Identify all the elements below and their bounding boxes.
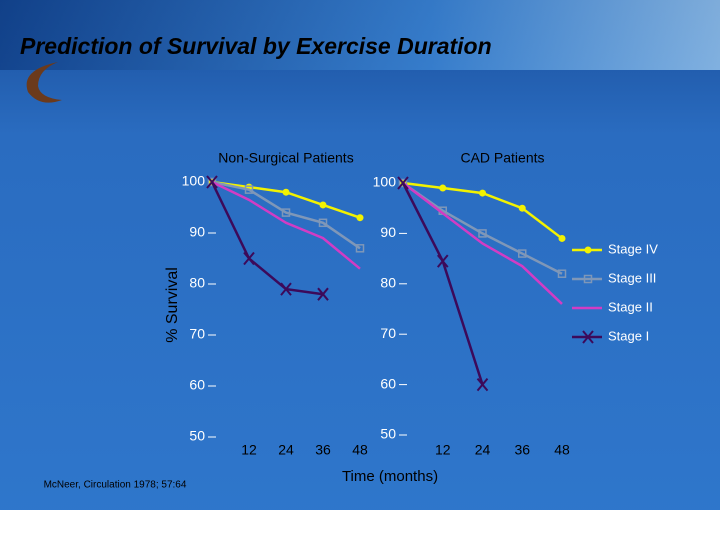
series-line bbox=[211, 180, 361, 270]
series-line bbox=[402, 182, 563, 305]
y-tick-label: 50 bbox=[189, 428, 205, 444]
marker bbox=[479, 189, 486, 197]
marker bbox=[206, 175, 218, 189]
marker bbox=[356, 214, 364, 222]
marker bbox=[317, 287, 329, 301]
y-tick-label: 90 bbox=[189, 224, 205, 240]
marker bbox=[583, 274, 593, 284]
source: McNeer, Circulation 1978; 57:64 bbox=[44, 480, 187, 491]
y-tick-label: 80 bbox=[189, 275, 205, 291]
marker bbox=[557, 269, 567, 278]
marker bbox=[281, 208, 291, 217]
marker bbox=[436, 254, 449, 268]
x-tick-label: 12 bbox=[435, 442, 451, 458]
legend-label: Stage III bbox=[608, 270, 656, 285]
marker bbox=[319, 201, 327, 209]
marker bbox=[282, 188, 290, 196]
marker bbox=[518, 249, 527, 258]
slide-title: Prediction of Survival by Exercise Durat… bbox=[20, 33, 492, 59]
chart-title: Non-Surgical Patients bbox=[218, 150, 353, 166]
series-line bbox=[402, 181, 563, 275]
y-tick-label: 100 bbox=[373, 174, 397, 190]
legend-label: Stage II bbox=[608, 299, 653, 314]
x-tick-label: 24 bbox=[278, 442, 294, 458]
x-tick-label: 12 bbox=[241, 442, 257, 458]
y-tick-label: 70 bbox=[189, 326, 205, 342]
marker bbox=[243, 251, 255, 266]
x-tick-label: 48 bbox=[554, 442, 570, 458]
y-tick-label: 100 bbox=[182, 173, 206, 189]
marker bbox=[558, 234, 566, 242]
y-tick-label: 60 bbox=[189, 377, 205, 393]
marker bbox=[207, 177, 217, 187]
marker bbox=[244, 185, 254, 194]
marker bbox=[280, 282, 292, 296]
legend-label: Stage I bbox=[608, 328, 649, 343]
legend-label: Stage IV bbox=[608, 241, 658, 256]
marker bbox=[518, 204, 526, 212]
marker bbox=[355, 244, 365, 253]
y-tick-label: 70 bbox=[380, 325, 396, 341]
footer-band bbox=[0, 510, 720, 540]
x-tick-label: 48 bbox=[352, 442, 368, 458]
marker bbox=[478, 229, 487, 238]
series-line bbox=[210, 181, 324, 296]
header-band bbox=[0, 0, 720, 70]
marker bbox=[318, 218, 328, 228]
marker bbox=[439, 184, 447, 192]
y-axis-label: % Survival bbox=[164, 267, 181, 343]
x-axis-label: Time (months) bbox=[342, 468, 438, 485]
chart-title: CAD Patients bbox=[460, 150, 544, 166]
x-tick-label: 24 bbox=[475, 442, 491, 458]
x-tick-label: 36 bbox=[514, 442, 530, 458]
x-tick-label: 36 bbox=[315, 442, 331, 458]
marker bbox=[476, 377, 489, 392]
logo-swoosh bbox=[26, 62, 62, 103]
marker bbox=[582, 330, 594, 344]
y-tick-label: 50 bbox=[380, 426, 396, 442]
marker bbox=[397, 176, 409, 190]
marker bbox=[584, 246, 592, 254]
y-tick-label: 80 bbox=[380, 275, 396, 291]
marker bbox=[398, 178, 408, 188]
charts: Non-Surgical Patients 50 60 70 80 90 100 12 24 36… bbox=[182, 150, 659, 458]
y-tick-label: 90 bbox=[380, 224, 396, 240]
series-line bbox=[211, 180, 361, 250]
y-tick-label: 60 bbox=[380, 375, 396, 391]
